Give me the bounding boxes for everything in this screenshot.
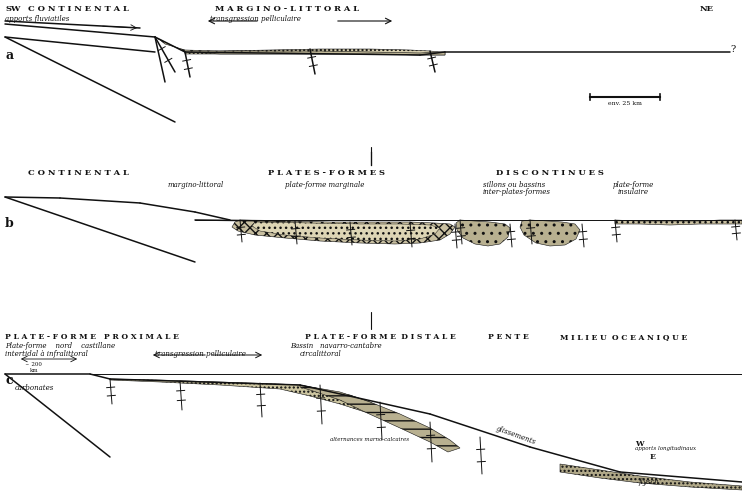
Text: inter-plates-formes: inter-plates-formes [483, 188, 551, 196]
Text: E: E [650, 453, 656, 461]
Polygon shape [155, 37, 445, 55]
Polygon shape [185, 49, 445, 55]
Text: M I L I E U  O C E A N I Q U E: M I L I E U O C E A N I Q U E [560, 333, 687, 341]
Text: carbonates: carbonates [15, 384, 54, 392]
Text: apports longitudinaux: apports longitudinaux [635, 446, 696, 451]
Text: c: c [5, 374, 13, 387]
Polygon shape [615, 220, 742, 225]
Polygon shape [252, 222, 440, 241]
Text: circalittoral: circalittoral [300, 350, 342, 358]
Text: P L A T E - F O R M E  D I S T A L E: P L A T E - F O R M E D I S T A L E [305, 333, 456, 341]
Text: P L A T E S - F O R M E S: P L A T E S - F O R M E S [268, 169, 385, 177]
Text: env. 25 km: env. 25 km [608, 101, 642, 106]
Text: plate-forme marginale: plate-forme marginale [285, 181, 364, 189]
Text: P E N T E: P E N T E [488, 333, 529, 341]
Polygon shape [110, 379, 380, 412]
Text: D I S C O N T I N U E S: D I S C O N T I N U E S [496, 169, 604, 177]
Text: M A R G I N O - L I T T O R A L: M A R G I N O - L I T T O R A L [215, 5, 359, 13]
Text: SW: SW [5, 5, 20, 13]
Text: sillons ou bassins: sillons ou bassins [483, 181, 545, 189]
Text: a: a [5, 49, 13, 62]
Text: b: b [5, 217, 14, 230]
Text: NE: NE [700, 5, 714, 13]
Text: intertidal à infralittoral: intertidal à infralittoral [5, 350, 88, 358]
Text: alternances marno-calcaires: alternances marno-calcaires [330, 437, 409, 442]
Text: Bassin   navarro-cantabre: Bassin navarro-cantabre [290, 342, 381, 350]
Text: apports fluviatiles: apports fluviatiles [5, 15, 69, 23]
Text: W: W [635, 440, 643, 448]
Text: C O N T I N E N T A L: C O N T I N E N T A L [28, 5, 129, 13]
Text: flysch: flysch [638, 478, 659, 486]
Text: margino-littoral: margino-littoral [168, 181, 224, 189]
Polygon shape [520, 220, 580, 246]
Text: glissements: glissements [495, 424, 537, 446]
Text: plate-forme: plate-forme [613, 181, 654, 189]
Text: Plate-forme    nord    castillane: Plate-forme nord castillane [5, 342, 115, 350]
Polygon shape [560, 464, 742, 490]
Text: P L A T E - F O R M E   P R O X I M A L E: P L A T E - F O R M E P R O X I M A L E [5, 333, 179, 341]
Polygon shape [232, 220, 455, 244]
Text: C O N T I N E N T A L: C O N T I N E N T A L [28, 169, 129, 177]
Text: ?: ? [730, 45, 735, 55]
Text: km: km [30, 368, 39, 373]
Text: transgression pelliculaire: transgression pelliculaire [155, 350, 246, 358]
Text: insulaire: insulaire [618, 188, 649, 196]
Text: ~ 200: ~ 200 [25, 362, 42, 367]
Polygon shape [300, 385, 460, 452]
Text: transgression pelliculaire: transgression pelliculaire [210, 15, 301, 23]
Polygon shape [456, 220, 510, 246]
